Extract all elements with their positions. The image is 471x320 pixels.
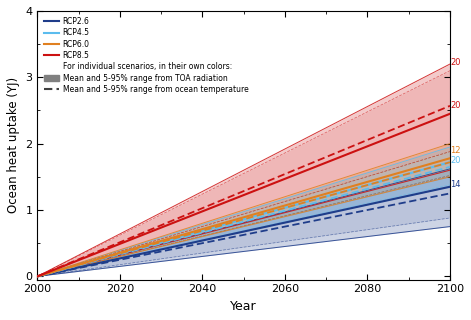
Text: 12: 12 [450, 146, 461, 155]
Text: 14: 14 [450, 180, 461, 189]
Text: 20: 20 [450, 101, 461, 110]
X-axis label: Year: Year [230, 300, 257, 313]
Y-axis label: Ocean heat uptake (YJ): Ocean heat uptake (YJ) [7, 77, 20, 213]
Text: 20: 20 [450, 58, 461, 67]
Text: 20: 20 [450, 156, 461, 165]
Legend: RCP2.6, RCP4.5, RCP6.0, RCP8.5, For individual scenarios, in their own colors:, : RCP2.6, RCP4.5, RCP6.0, RCP8.5, For indi… [41, 15, 251, 96]
